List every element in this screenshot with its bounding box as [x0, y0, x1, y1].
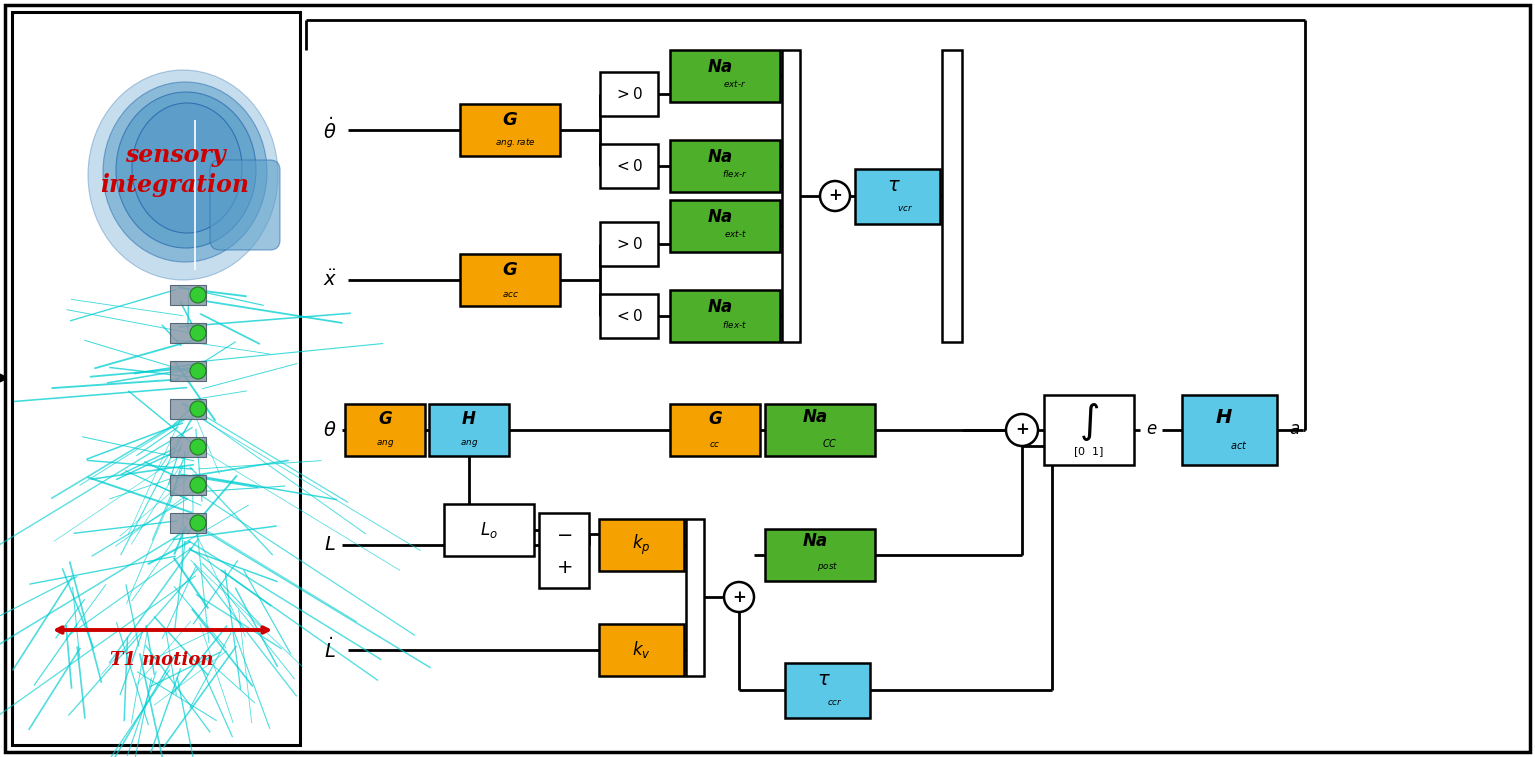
Bar: [669, 140, 780, 192]
Bar: [669, 290, 780, 342]
Circle shape: [190, 325, 206, 341]
Text: $e$: $e$: [1147, 422, 1157, 438]
Text: $\tau$: $\tau$: [887, 177, 901, 195]
Text: $k_p$: $k_p$: [632, 533, 651, 557]
Bar: [428, 404, 510, 456]
Text: $_{ext\text{-}t}$: $_{ext\text{-}t}$: [723, 226, 746, 239]
Text: $<0$: $<0$: [614, 158, 643, 174]
Text: $\dot{L}$: $\dot{L}$: [324, 637, 336, 662]
Text: $+$: $+$: [556, 559, 573, 577]
Bar: [599, 519, 685, 571]
Circle shape: [190, 477, 206, 493]
Text: sensory: sensory: [124, 143, 226, 167]
Text: +: +: [732, 588, 746, 606]
Ellipse shape: [87, 70, 278, 280]
Circle shape: [190, 287, 206, 303]
Bar: [764, 404, 875, 456]
Text: $_{flex\text{-}r}$: $_{flex\text{-}r}$: [723, 167, 748, 179]
Circle shape: [190, 363, 206, 379]
Text: $L$: $L$: [324, 536, 336, 554]
Text: $_{ccr}$: $_{ccr}$: [827, 696, 843, 709]
Text: $\tau$: $\tau$: [817, 671, 830, 689]
Text: $a$: $a$: [1289, 422, 1300, 438]
Text: $_{ang.rate}$: $_{ang.rate}$: [494, 136, 536, 149]
Ellipse shape: [103, 82, 267, 262]
Text: $>0$: $>0$: [614, 86, 643, 102]
Text: $\boldsymbol{Na}$: $\boldsymbol{Na}$: [708, 298, 734, 316]
Bar: [669, 200, 780, 252]
Text: $_{vcr}$: $_{vcr}$: [896, 201, 913, 214]
Text: $_{flex\text{-}t}$: $_{flex\text{-}t}$: [723, 316, 748, 329]
Text: $_{CC}$: $_{CC}$: [823, 436, 838, 450]
Text: $\boldsymbol{Na}$: $\boldsymbol{Na}$: [801, 534, 827, 550]
Text: $-$: $-$: [556, 525, 573, 543]
Bar: [600, 222, 659, 266]
Text: $_{acc}$: $_{acc}$: [502, 286, 519, 300]
Bar: [12, 12, 299, 745]
Bar: [170, 323, 206, 343]
Text: $<0$: $<0$: [614, 308, 643, 324]
Ellipse shape: [132, 103, 243, 233]
Bar: [170, 475, 206, 495]
Text: T1 motion: T1 motion: [111, 651, 213, 669]
Bar: [444, 504, 534, 556]
Text: +: +: [1015, 422, 1028, 438]
Bar: [600, 294, 659, 338]
Text: $\boldsymbol{G}$: $\boldsymbol{G}$: [378, 412, 393, 428]
Text: $_{ext\text{-}r}$: $_{ext\text{-}r}$: [723, 76, 746, 89]
Bar: [784, 663, 870, 718]
Text: $\boldsymbol{H}$: $\boldsymbol{H}$: [1216, 409, 1233, 427]
Circle shape: [190, 515, 206, 531]
Bar: [600, 72, 659, 116]
Bar: [855, 169, 939, 224]
Text: $_{act}$: $_{act}$: [1230, 438, 1248, 452]
Bar: [460, 254, 560, 306]
Bar: [170, 513, 206, 533]
Text: $_{post}$: $_{post}$: [817, 562, 838, 575]
Bar: [170, 285, 206, 305]
Ellipse shape: [117, 92, 256, 248]
Text: +: +: [827, 188, 841, 204]
Bar: [1044, 395, 1134, 465]
Text: $_{cc}$: $_{cc}$: [709, 437, 721, 450]
Text: $\int$: $\int$: [1079, 401, 1099, 443]
Bar: [781, 50, 800, 342]
Text: $\boldsymbol{G}$: $\boldsymbol{G}$: [502, 111, 517, 129]
Bar: [170, 361, 206, 381]
Bar: [345, 404, 425, 456]
Text: $>0$: $>0$: [614, 236, 643, 252]
FancyBboxPatch shape: [210, 160, 279, 250]
Text: integration: integration: [100, 173, 250, 197]
Bar: [1182, 395, 1277, 465]
Bar: [942, 50, 962, 342]
Bar: [460, 104, 560, 156]
Text: $[0\ \ 1]$: $[0\ \ 1]$: [1073, 445, 1105, 459]
Bar: [539, 513, 589, 588]
Bar: [170, 437, 206, 457]
Text: $\boldsymbol{G}$: $\boldsymbol{G}$: [502, 261, 517, 279]
Text: $\theta$: $\theta$: [324, 420, 336, 440]
Text: $\boldsymbol{H}$: $\boldsymbol{H}$: [460, 412, 477, 428]
Text: $L_o$: $L_o$: [480, 520, 497, 540]
Bar: [600, 144, 659, 188]
Text: $k_v$: $k_v$: [632, 640, 651, 661]
Bar: [669, 404, 760, 456]
Text: $\boldsymbol{Na}$: $\boldsymbol{Na}$: [708, 208, 734, 226]
Text: $_{ang}$: $_{ang}$: [376, 437, 394, 450]
Circle shape: [190, 401, 206, 417]
Bar: [599, 624, 685, 676]
Text: $\boldsymbol{Na}$: $\boldsymbol{Na}$: [708, 148, 734, 166]
Text: $_{ang}$: $_{ang}$: [460, 437, 477, 450]
Bar: [669, 50, 780, 102]
Text: $\boldsymbol{Na}$: $\boldsymbol{Na}$: [708, 58, 734, 76]
Bar: [686, 519, 705, 676]
Bar: [170, 399, 206, 419]
Text: $\ddot{x}$: $\ddot{x}$: [322, 269, 338, 291]
Text: $\boldsymbol{Na}$: $\boldsymbol{Na}$: [801, 409, 827, 425]
Circle shape: [190, 439, 206, 455]
Text: $\dot{\theta}$: $\dot{\theta}$: [324, 117, 336, 143]
Text: $\boldsymbol{G}$: $\boldsymbol{G}$: [708, 412, 723, 428]
Bar: [764, 529, 875, 581]
